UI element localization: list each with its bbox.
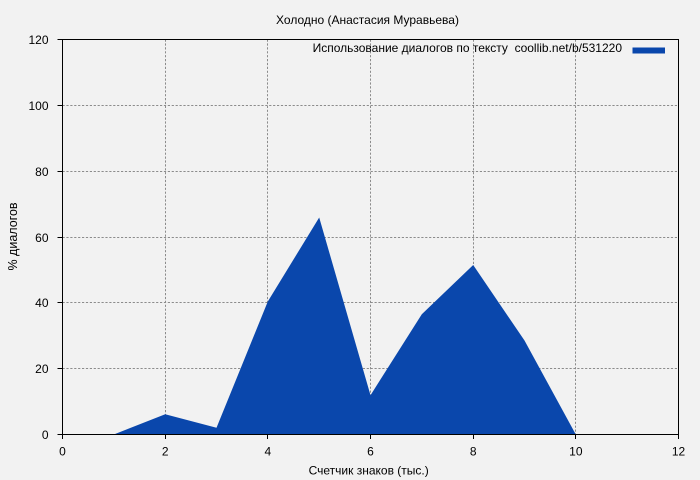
svg-text:0: 0	[42, 428, 49, 442]
svg-text:100: 100	[28, 99, 48, 113]
svg-text:40: 40	[35, 296, 49, 310]
svg-text:Счетчик знаков (тыс.): Счетчик знаков (тыс.)	[309, 464, 429, 478]
svg-text:0: 0	[59, 444, 66, 458]
svg-text:6: 6	[367, 444, 374, 458]
svg-text:20: 20	[35, 362, 49, 376]
svg-text:2: 2	[162, 444, 169, 458]
svg-text:80: 80	[35, 165, 49, 179]
svg-text:10: 10	[569, 444, 583, 458]
svg-text:% диалогов: % диалогов	[6, 202, 20, 270]
svg-text:Холодно (Анастасия Муравьева): Холодно (Анастасия Муравьева)	[276, 13, 459, 27]
svg-text:4: 4	[264, 444, 271, 458]
svg-text:60: 60	[35, 231, 49, 245]
svg-text:Использование диалогов по текс: Использование диалогов по тексту coollib…	[313, 41, 623, 55]
svg-text:8: 8	[470, 444, 477, 458]
svg-text:12: 12	[672, 444, 686, 458]
svg-text:120: 120	[28, 33, 48, 47]
